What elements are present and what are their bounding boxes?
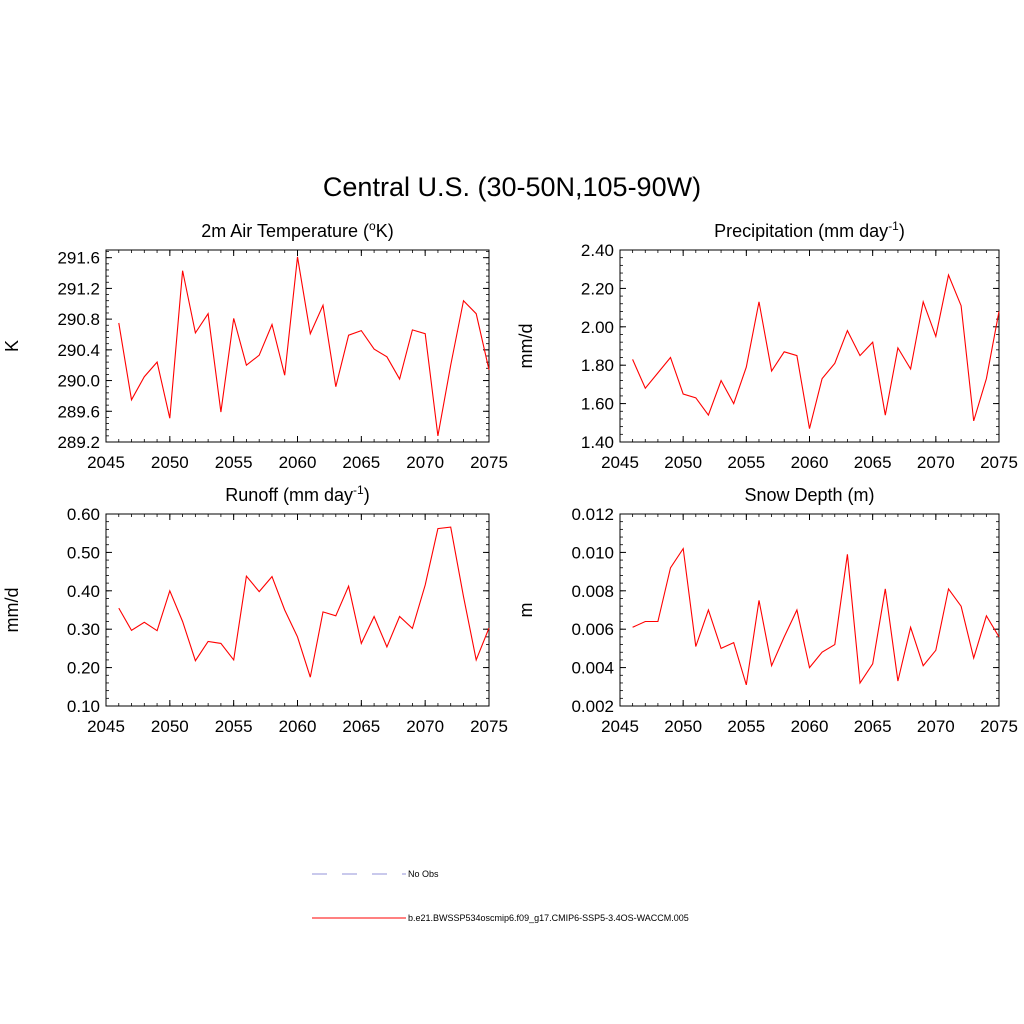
y-tick-label: 2.00 xyxy=(581,318,614,337)
y-tick-label: 0.006 xyxy=(571,620,614,639)
panel-title-tail: ) xyxy=(364,485,370,505)
panel-runoff: 2045 2050 2055 2060 2065 2070 2075 0.10 0.20 0.30… xyxy=(2,483,508,736)
panel-title-tail: K) xyxy=(376,221,394,241)
x-tick-label: 2075 xyxy=(980,453,1018,472)
y-tick-label: 290.4 xyxy=(57,341,100,360)
y-tick-label: 1.60 xyxy=(581,395,614,414)
series-line xyxy=(632,547,1000,686)
y-tick-label: 291.6 xyxy=(57,249,100,268)
x-tick-label: 2055 xyxy=(727,453,765,472)
legend-model-label: b.e21.BWSSP534oscmip6.f09_g17.CMIP6-SSP5… xyxy=(408,913,689,923)
panel-title-main: Precipitation (mm day xyxy=(714,221,888,241)
x-tick-label: 2060 xyxy=(279,453,317,472)
x-tick-label: 2060 xyxy=(279,717,317,736)
y-tick-label: 2.40 xyxy=(581,241,614,260)
y-tick-label: 0.004 xyxy=(571,659,614,678)
y-axis-label: mm/d xyxy=(516,324,536,369)
y-axis-label: m xyxy=(516,603,536,618)
panel-title-superscript: -1 xyxy=(888,219,899,233)
y-tick-label: 0.10 xyxy=(67,697,100,716)
panel-title: Runoff (mm day-1) xyxy=(225,483,369,505)
panel-title: 2m Air Temperature (oK) xyxy=(201,219,393,241)
y-tick-label: 2.20 xyxy=(581,279,614,298)
y-tick-label: 0.008 xyxy=(571,582,614,601)
y-tick-label: 290.8 xyxy=(57,310,100,329)
panel-title: Precipitation (mm day-1) xyxy=(714,219,905,241)
x-tick-label: 2065 xyxy=(854,453,892,472)
series-line xyxy=(632,273,1000,429)
panel-title-main: Snow Depth (m) xyxy=(744,485,874,505)
panel-title-superscript: -1 xyxy=(353,483,364,497)
x-tick-label: 2045 xyxy=(601,717,639,736)
x-tick-label: 2065 xyxy=(854,717,892,736)
x-tick-label: 2050 xyxy=(151,453,189,472)
y-tick-label: 0.50 xyxy=(67,543,100,562)
y-tick-label: 0.010 xyxy=(571,543,614,562)
x-tick-label: 2070 xyxy=(917,453,955,472)
y-tick-label: 0.30 xyxy=(67,620,100,639)
x-tick-label: 2045 xyxy=(87,717,125,736)
x-tick-label: 2065 xyxy=(342,453,380,472)
y-tick-label: 0.40 xyxy=(67,582,100,601)
y-axis-label: K xyxy=(2,340,22,352)
x-tick-label: 2065 xyxy=(342,717,380,736)
y-tick-label: 0.002 xyxy=(571,697,614,716)
legend-no-obs-label: No Obs xyxy=(408,869,439,879)
x-tick-label: 2060 xyxy=(791,453,829,472)
y-tick-label: 0.20 xyxy=(67,659,100,678)
series-line xyxy=(118,256,490,436)
y-axis-label: mm/d xyxy=(2,588,22,633)
plot-frame xyxy=(105,249,490,443)
x-tick-label: 2070 xyxy=(917,717,955,736)
panel-title: Snow Depth (m) xyxy=(744,485,874,505)
x-tick-label: 2075 xyxy=(470,453,508,472)
y-tick-label: 289.6 xyxy=(57,402,100,421)
x-tick-label: 2075 xyxy=(470,717,508,736)
x-tick-label: 2055 xyxy=(215,717,253,736)
plot-frame xyxy=(619,513,1000,707)
y-tick-label: 291.2 xyxy=(57,279,100,298)
panel-snow_depth: 2045 2050 2055 2060 2065 2070 2075 0.002 0.004 0.… xyxy=(516,485,1018,736)
x-tick-label: 2045 xyxy=(601,453,639,472)
panel-title-main: 2m Air Temperature ( xyxy=(201,221,369,241)
y-tick-label: 0.60 xyxy=(67,505,100,524)
series-line xyxy=(118,526,490,678)
y-tick-label: 290.0 xyxy=(57,372,100,391)
y-tick-label: 1.40 xyxy=(581,433,614,452)
figure-title: Central U.S. (30-50N,105-90W) xyxy=(323,172,701,202)
x-tick-label: 2045 xyxy=(87,453,125,472)
panel-precipitation: 2045 2050 2055 2060 2065 2070 2075 1.40 1.60 1.80… xyxy=(516,219,1018,472)
x-tick-label: 2075 xyxy=(980,717,1018,736)
x-tick-label: 2050 xyxy=(151,717,189,736)
y-tick-label: 289.2 xyxy=(57,433,100,452)
legend: No Obs b.e21.BWSSP534oscmip6.f09_g17.CMI… xyxy=(312,869,689,923)
y-tick-label: 1.80 xyxy=(581,356,614,375)
x-tick-label: 2050 xyxy=(664,717,702,736)
panel-title-tail: ) xyxy=(899,221,905,241)
panel-temperature: 2045 2050 2055 2060 2065 2070 2075 289.2 289.6 29… xyxy=(2,219,508,472)
panel-title-superscript: o xyxy=(369,219,376,233)
panel-title-main: Runoff (mm day xyxy=(225,485,353,505)
x-tick-label: 2055 xyxy=(215,453,253,472)
x-tick-label: 2055 xyxy=(727,717,765,736)
plot-frame xyxy=(619,249,1000,443)
x-tick-label: 2070 xyxy=(406,453,444,472)
x-tick-label: 2070 xyxy=(406,717,444,736)
panels-group: 2045 2050 2055 2060 2065 2070 2075 289.2 289.6 29… xyxy=(2,219,1018,736)
x-tick-label: 2050 xyxy=(664,453,702,472)
y-tick-label: 0.012 xyxy=(571,505,614,524)
x-tick-label: 2060 xyxy=(791,717,829,736)
